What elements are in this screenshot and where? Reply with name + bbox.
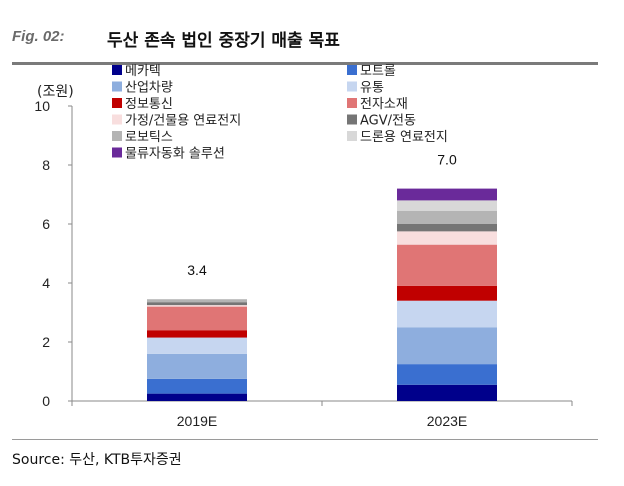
source-note: Source: 두산, KTB투자증권 [12, 452, 182, 468]
legend-swatch [347, 114, 357, 125]
legend-swatch [112, 114, 122, 125]
bar-segment-2023E [397, 364, 497, 385]
legend-label: AGV/전동 [360, 114, 416, 129]
legend-swatch [112, 81, 122, 92]
bar-segment-2019E [147, 330, 247, 338]
y-tick-label: 6 [42, 216, 50, 232]
footer-divider [12, 439, 598, 440]
figure-header: Fig. 02: 두산 존속 법인 중장기 매출 목표 [12, 22, 612, 65]
y-tick-label: 2 [42, 334, 50, 350]
legend-swatch [112, 98, 122, 108]
bar-segment-2023E [397, 285, 497, 301]
bar-total-label: 3.4 [187, 262, 207, 278]
bar-segment-2023E [397, 210, 497, 224]
y-tick-label: 10 [34, 98, 50, 114]
legend-swatch [347, 65, 357, 75]
x-category-label: 2019E [177, 413, 217, 429]
y-unit-label: (조원) [37, 84, 74, 100]
bar-segment-2019E [147, 299, 247, 303]
y-tick-label: 0 [42, 393, 50, 409]
legend-label: 드론용 연료전지 [360, 130, 448, 145]
legend-swatch [112, 65, 122, 75]
bar-segment-2023E [397, 327, 497, 365]
bar-segment-2019E [147, 305, 247, 307]
legend-swatch [347, 131, 357, 141]
bar-segment-2023E [397, 231, 497, 245]
figure-title: 두산 존속 법인 중장기 매출 목표 [107, 31, 340, 51]
bar-segment-2019E [147, 353, 247, 379]
y-tick-label: 4 [42, 275, 50, 291]
bar-segment-2023E [397, 384, 497, 401]
bar-segment-2019E [147, 337, 247, 354]
y-tick-label: 8 [42, 157, 50, 173]
legend-label: 로보틱스 [125, 130, 173, 145]
legend-swatch [347, 81, 357, 92]
bar-segment-2019E [147, 393, 247, 401]
legend-label: 전자소재 [360, 97, 408, 112]
bar-segment-2019E [147, 306, 247, 331]
bar-segment-2023E [397, 300, 497, 328]
bar-segment-2023E [397, 200, 497, 211]
bar-segment-2023E [397, 224, 497, 232]
legend-label: 유통 [360, 81, 384, 96]
bar-segment-2019E [147, 378, 247, 394]
legend-swatch [112, 131, 122, 141]
legend-swatch [112, 147, 122, 158]
legend-swatch [347, 98, 357, 108]
x-category-label: 2023E [427, 413, 467, 429]
bar-segment-2019E [147, 302, 247, 306]
header-divider [12, 62, 598, 65]
legend-label: 모트롤 [360, 64, 396, 79]
legend-label: 메카텍 [125, 64, 161, 79]
bar-segment-2023E [397, 188, 497, 201]
figure-label: Fig. 02: [12, 28, 65, 45]
legend-label: 물류자동화 솔루션 [125, 147, 225, 162]
legend-label: 정보통신 [125, 97, 173, 112]
legend-label: 가정/건물용 연료전지 [125, 114, 241, 129]
bar-segment-2023E [397, 244, 497, 286]
bar-total-label: 7.0 [437, 152, 457, 168]
legend-label: 산업차량 [125, 81, 173, 96]
